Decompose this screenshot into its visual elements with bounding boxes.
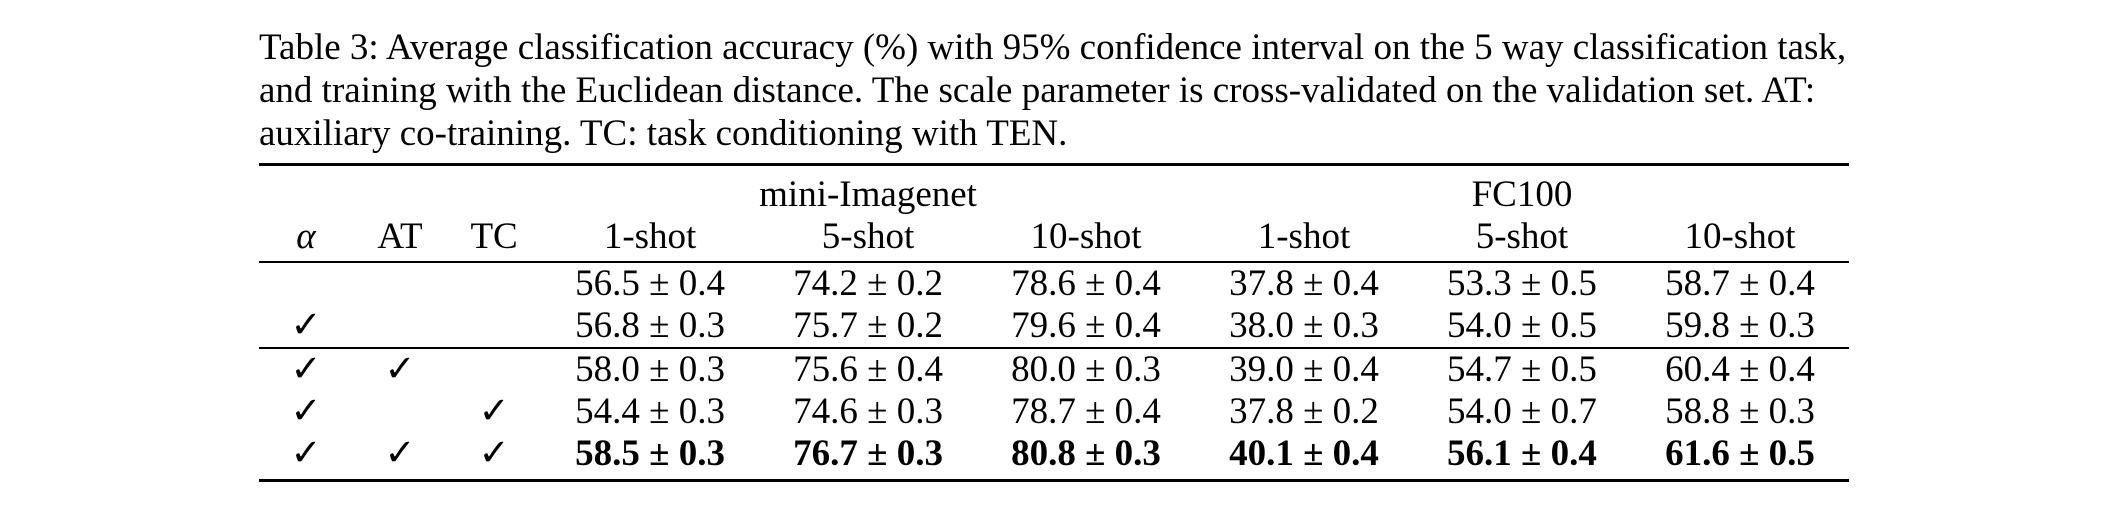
header-shot: 10-shot xyxy=(1030,216,1142,257)
alpha-check-cell: ✓ xyxy=(290,305,322,346)
value-cell: 54.7 ± 0.5 xyxy=(1412,347,1631,391)
table-caption: Table 3: Average classification accuracy… xyxy=(259,27,1847,154)
group-header-fc100: FC100 xyxy=(1195,163,1849,216)
results-table: mini-Imagenet FC100 α AT TC 1-shot 5-sho… xyxy=(259,163,1849,482)
value-cell: 38.0 ± 0.3 xyxy=(1229,305,1379,346)
table-row: ✓ ✓ 58.0 ± 0.3 75.6 ± 0.4 80.0 ± 0.3 39.… xyxy=(259,347,1849,391)
header-alpha: α xyxy=(296,216,316,257)
header-shot: 10-shot xyxy=(1684,216,1796,257)
value-cell: 56.8 ± 0.3 xyxy=(575,305,725,346)
tc-check-cell: ✓ xyxy=(447,433,542,482)
table-row-best: ✓ ✓ ✓ 58.5 ± 0.3 76.7 ± 0.3 80.8 ± 0.3 4… xyxy=(259,433,1849,482)
value-cell: 58.0 ± 0.3 xyxy=(541,347,760,391)
at-check-cell xyxy=(353,262,447,305)
group-header-row: mini-Imagenet FC100 xyxy=(259,163,1849,216)
header-shot: 1-shot xyxy=(603,216,697,257)
table-row: 56.5 ± 0.4 74.2 ± 0.2 78.6 ± 0.4 37.8 ± … xyxy=(259,262,1849,305)
value-cell: 54.0 ± 0.5 xyxy=(1447,305,1597,346)
at-check-cell xyxy=(353,305,447,348)
value-cell: 75.7 ± 0.2 xyxy=(793,305,943,346)
alpha-check-cell: ✓ xyxy=(259,347,354,391)
header-at: AT xyxy=(377,216,423,257)
header-shot: 1-shot xyxy=(1257,216,1351,257)
at-check-cell xyxy=(353,391,447,433)
value-cell-best: 58.5 ± 0.3 xyxy=(541,433,760,482)
tc-check-cell xyxy=(447,262,541,305)
value-cell: 74.6 ± 0.3 xyxy=(793,391,943,432)
value-cell: 74.2 ± 0.2 xyxy=(793,263,943,304)
value-cell: 58.8 ± 0.3 xyxy=(1665,391,1815,432)
tc-check-cell xyxy=(447,347,542,391)
alpha-check-cell xyxy=(259,262,353,305)
value-cell-best: 76.7 ± 0.3 xyxy=(759,433,978,482)
value-cell: 54.0 ± 0.7 xyxy=(1447,391,1597,432)
alpha-check-cell: ✓ xyxy=(259,433,354,482)
value-cell: 58.7 ± 0.4 xyxy=(1665,263,1815,304)
value-cell: 80.0 ± 0.3 xyxy=(977,347,1195,391)
tc-check-cell: ✓ xyxy=(478,391,510,432)
alpha-check-cell: ✓ xyxy=(290,391,322,432)
empty-header-cell xyxy=(353,163,448,216)
value-cell: 78.6 ± 0.4 xyxy=(1011,263,1161,304)
value-cell: 37.8 ± 0.4 xyxy=(1229,263,1379,304)
value-cell: 54.4 ± 0.3 xyxy=(575,391,725,432)
value-cell-best: 61.6 ± 0.5 xyxy=(1630,433,1849,482)
empty-header-cell xyxy=(447,163,542,216)
value-cell: 79.6 ± 0.4 xyxy=(1011,305,1161,346)
table-row: ✓ ✓ 54.4 ± 0.3 74.6 ± 0.3 78.7 ± 0.4 37.… xyxy=(259,391,1849,433)
value-cell: 37.8 ± 0.2 xyxy=(1229,391,1379,432)
value-cell: 53.3 ± 0.5 xyxy=(1447,263,1597,304)
table-row: ✓ 56.8 ± 0.3 75.7 ± 0.2 79.6 ± 0.4 38.0 … xyxy=(259,305,1849,348)
value-cell: 78.7 ± 0.4 xyxy=(1011,391,1161,432)
tc-check-cell xyxy=(447,305,541,348)
at-check-cell: ✓ xyxy=(353,347,448,391)
value-cell-best: 80.8 ± 0.3 xyxy=(977,433,1195,482)
at-check-cell: ✓ xyxy=(353,433,448,482)
value-cell-best: 40.1 ± 0.4 xyxy=(1195,433,1413,482)
value-cell: 56.5 ± 0.4 xyxy=(575,263,725,304)
header-shot: 5-shot xyxy=(1475,216,1569,257)
empty-header-cell xyxy=(259,163,354,216)
header-tc: TC xyxy=(470,216,518,257)
value-cell: 75.6 ± 0.4 xyxy=(759,347,978,391)
value-cell: 59.8 ± 0.3 xyxy=(1665,305,1815,346)
header-shot: 5-shot xyxy=(821,216,915,257)
value-cell: 60.4 ± 0.4 xyxy=(1630,347,1849,391)
value-cell-best: 56.1 ± 0.4 xyxy=(1412,433,1631,482)
group-header-mini-imagenet: mini-Imagenet xyxy=(541,163,1195,216)
value-cell: 39.0 ± 0.4 xyxy=(1195,347,1413,391)
column-header-row: α AT TC 1-shot 5-shot 10-shot 1-shot 5-s… xyxy=(259,216,1849,262)
